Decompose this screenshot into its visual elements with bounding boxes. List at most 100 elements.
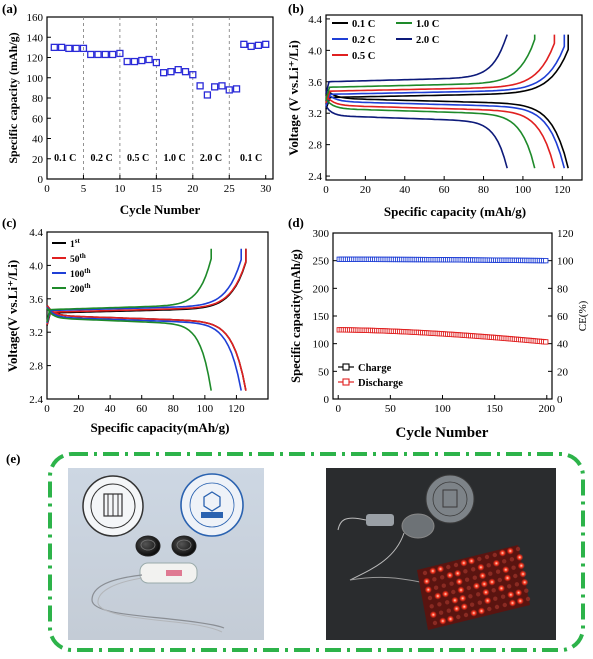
capacity-point [196, 82, 204, 90]
x-tick-label: 10 [114, 183, 126, 195]
x-tick-label: 20 [360, 184, 372, 196]
y-tick-label: 3.6 [308, 77, 322, 89]
led-matrix-board [417, 545, 531, 630]
led-dot [511, 565, 516, 570]
charge-curve [46, 248, 247, 325]
discharge-curve [325, 91, 566, 169]
led-dot [454, 569, 462, 577]
x-tick-label: 15 [151, 183, 163, 195]
led-dot [506, 547, 514, 555]
x-axis-title-c: Specific capacity(mAh/g) [90, 420, 229, 435]
led-dot [459, 594, 467, 602]
y-tick-label: 4.0 [29, 260, 43, 272]
capacity-point [254, 41, 263, 49]
led-dot [524, 588, 529, 593]
legend-marker [342, 363, 350, 371]
discharge-curve [325, 95, 556, 169]
led-dot [460, 559, 468, 567]
y-tick-label: 50 [318, 366, 330, 378]
y-axis-title-b: Voltage (V vs.Li⁺/Li) [286, 40, 301, 156]
capacity-point [116, 49, 124, 58]
coin-cell-icon [135, 535, 161, 557]
x-axis-title-b: Specific capacity (mAh/g) [384, 204, 526, 219]
led-dot [494, 604, 500, 610]
discharge-curve [46, 304, 247, 391]
led-dot [516, 597, 524, 605]
x-tick-label: 120 [554, 184, 571, 196]
x-tick-label: 5 [81, 183, 87, 195]
capacity-point [218, 82, 226, 90]
y-tick-label: 80 [557, 283, 569, 295]
university-seal-icon [425, 474, 475, 524]
y-tick-label: 4.4 [308, 14, 322, 26]
charge-curve [46, 248, 212, 323]
y-tick-label: 150 [313, 311, 330, 323]
battery-holder-icon [337, 513, 435, 583]
x-tick-label: 200 [539, 403, 556, 415]
led-dot [457, 586, 465, 594]
led-dot [492, 552, 497, 558]
discharge-curve [46, 307, 212, 391]
led-dot [488, 571, 493, 576]
led-dot [515, 589, 523, 597]
led-dot [437, 602, 442, 607]
capacity-point [174, 66, 182, 74]
x-tick-label: 100 [515, 184, 532, 196]
led-dot [498, 549, 507, 557]
led-dot [482, 588, 490, 596]
led-dot [469, 602, 475, 607]
discharge-point [543, 339, 549, 345]
legend-label: 1st [70, 237, 80, 250]
y-tick-label: 20 [557, 366, 569, 378]
y-tick-label: 20 [32, 154, 44, 166]
plot-frame-c [46, 231, 269, 400]
x-tick-label: 0 [44, 183, 50, 195]
led-dot [497, 577, 502, 583]
led-dot [449, 581, 454, 586]
led-dot [453, 605, 461, 613]
capacity-point [240, 40, 248, 48]
x-tick-label: 50 [385, 403, 397, 415]
y-tick-label: 120 [27, 53, 44, 65]
capacity-point [262, 40, 270, 48]
led-dot [509, 557, 515, 562]
led-dot [515, 546, 521, 552]
led-dot [451, 589, 456, 595]
capacity-point [225, 86, 233, 94]
led-dot [521, 578, 529, 586]
led-dot [493, 596, 498, 601]
x-tick-label: 40 [399, 184, 411, 196]
y-tick-label: 0 [38, 174, 44, 186]
y-tick-label: 300 [313, 228, 330, 240]
y-tick-label: 3.2 [29, 327, 43, 339]
led-dot [477, 600, 482, 605]
y-tick-label: 250 [313, 256, 330, 268]
capacity-point [145, 55, 153, 64]
led-dot [439, 617, 447, 625]
capacity-point [138, 56, 146, 65]
led-dot [472, 582, 481, 590]
legend-label: 1.0 C [416, 19, 439, 30]
led-dot [438, 610, 444, 615]
legend-marker [342, 378, 350, 386]
led-dot [487, 606, 492, 612]
led-dot [484, 554, 490, 560]
y-tick-label: 80 [32, 93, 44, 105]
led-dot [517, 562, 525, 570]
led-dot [460, 603, 468, 611]
led-dot [456, 614, 461, 620]
led-dot [429, 567, 437, 575]
x-tick-label: 80 [478, 184, 490, 196]
capacity-point [130, 57, 139, 66]
y2-axis-title-d: CE(%) [577, 300, 589, 331]
panel-label-c: (c) [2, 215, 16, 230]
coin-cell-icon [171, 535, 197, 557]
discharge-curve [325, 98, 536, 169]
led-dot [446, 615, 455, 623]
y-tick-label: 200 [313, 283, 330, 295]
rate-label: 2.0 C [200, 153, 222, 164]
rate-label: 0.5 C [127, 153, 149, 164]
led-dot [508, 599, 517, 607]
led-dot [463, 612, 469, 618]
x-tick-label: 80 [168, 403, 180, 415]
